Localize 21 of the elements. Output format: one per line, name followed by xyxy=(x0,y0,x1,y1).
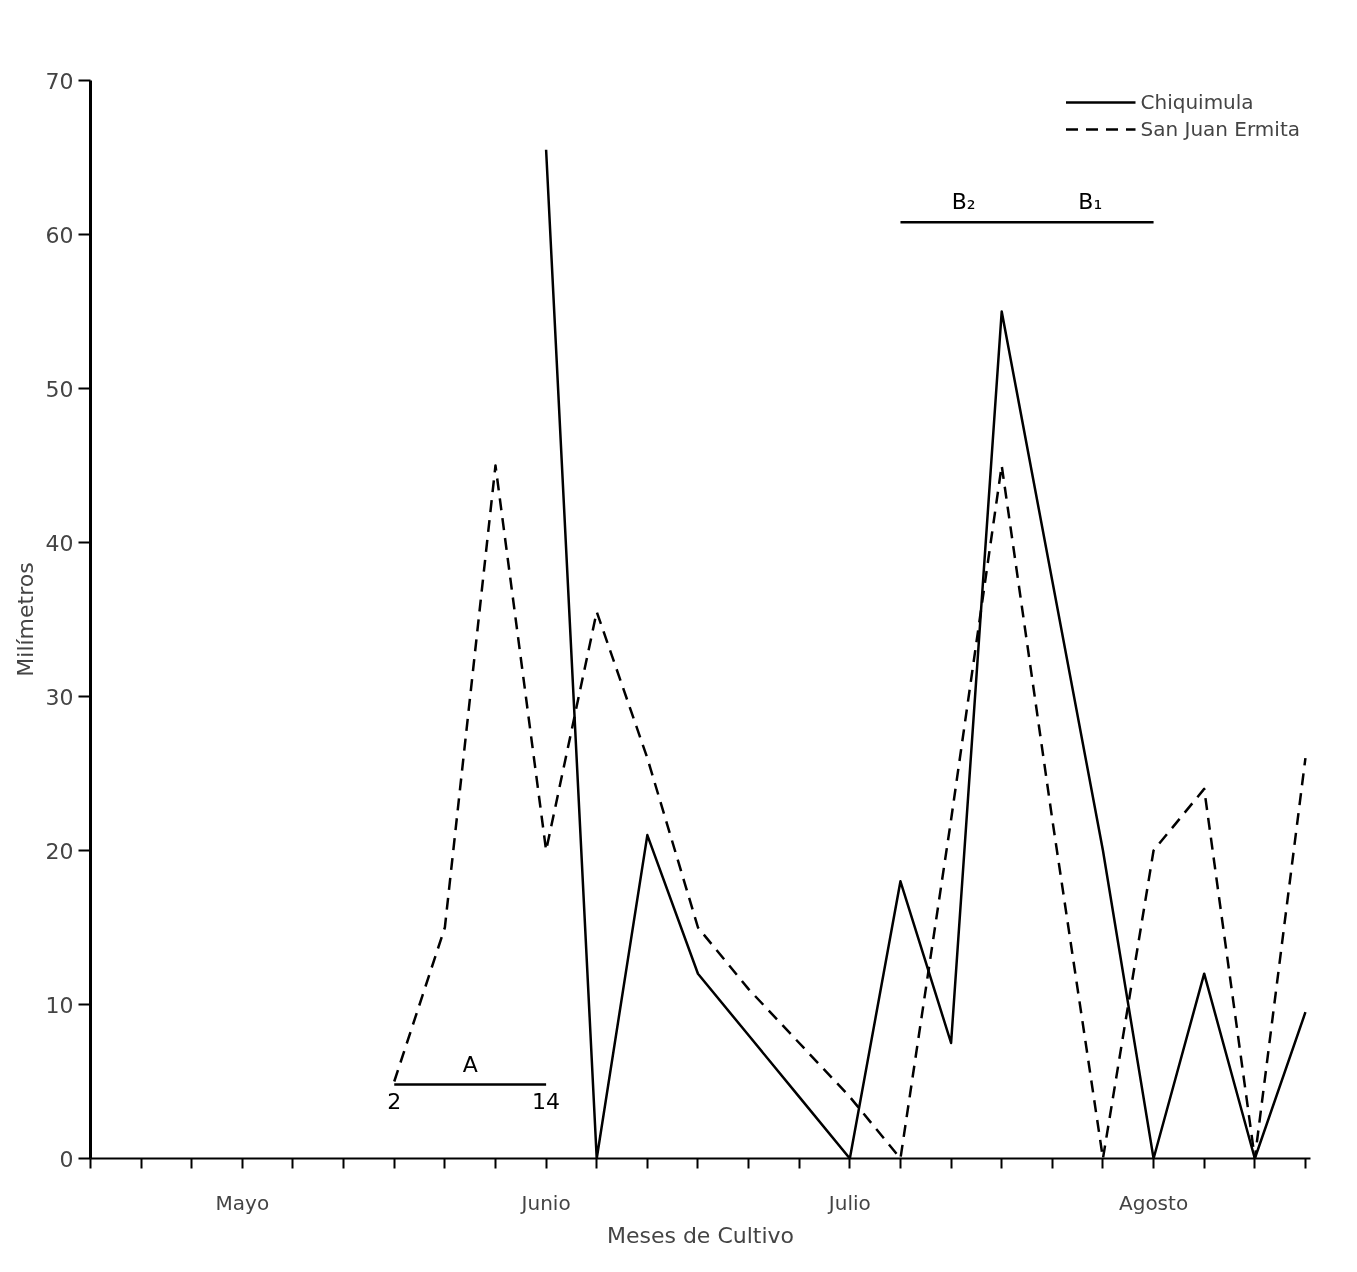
y-tick-label: 70 xyxy=(45,68,74,94)
x-axis-title: Meses de Cultivo xyxy=(606,1222,795,1248)
annotation: A xyxy=(462,1051,478,1077)
x-tick-label: Agosto xyxy=(1119,1190,1189,1215)
y-axis-title: Milímetros xyxy=(12,562,38,677)
x-tick-label: Mayo xyxy=(215,1190,270,1215)
y-tick-label: 40 xyxy=(45,530,74,556)
annotation: B₂ xyxy=(951,189,976,215)
y-tick-label: 20 xyxy=(45,838,74,864)
y-tick-label: 0 xyxy=(59,1146,74,1172)
y-tick-label: 30 xyxy=(45,684,74,710)
y-tick-label: 60 xyxy=(45,222,74,248)
annotation: 14 xyxy=(532,1088,561,1114)
x-tick-label: Junio xyxy=(519,1190,571,1215)
annotation: 2 xyxy=(387,1088,402,1114)
x-tick-label: Julio xyxy=(826,1190,871,1215)
legend-label: San Juan Ermita xyxy=(1140,117,1300,141)
y-tick-label: 10 xyxy=(45,992,74,1018)
y-tick-label: 50 xyxy=(45,376,74,402)
legend-label: Chiquimula xyxy=(1140,90,1254,114)
annotation: B₁ xyxy=(1078,189,1103,215)
